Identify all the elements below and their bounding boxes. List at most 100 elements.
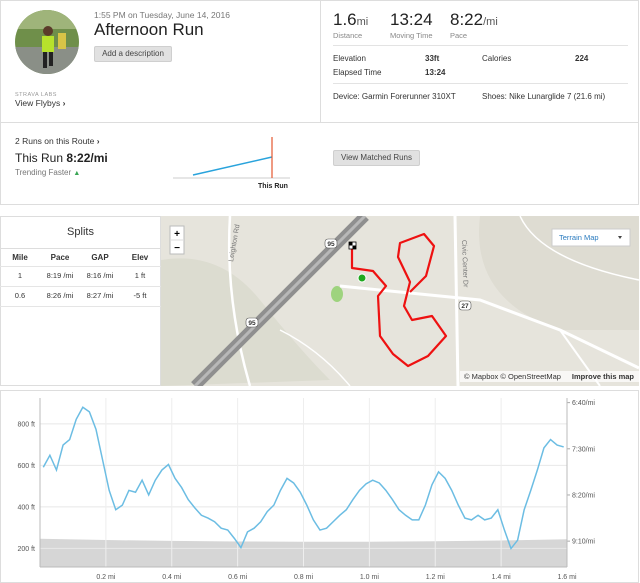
- detail-label: Elapsed Time: [333, 68, 382, 77]
- detail-value: 33ft: [425, 54, 440, 63]
- y2-tick-label: 7:30/mi: [572, 446, 595, 453]
- avatar: [15, 10, 79, 74]
- shield-label: 95: [327, 241, 335, 248]
- route-runs-link[interactable]: 2 Runs on this Route ›: [15, 136, 100, 146]
- separator: [0, 248, 161, 249]
- zoom-out-button[interactable]: −: [174, 243, 180, 254]
- splits-header: GAP: [91, 253, 109, 262]
- separator: [333, 45, 628, 46]
- shield-label: 95: [248, 320, 256, 327]
- map: Leighton Rd Civic Center Dr 95 95 27 + −…: [161, 216, 639, 386]
- y2-tick-label: 9:10/mi: [572, 539, 595, 546]
- park: [331, 286, 343, 302]
- stat: 1.6mi: [333, 10, 368, 30]
- pace-line: [42, 406, 564, 551]
- shield: [324, 238, 338, 249]
- splits-cell: 8:19 /mi: [46, 271, 74, 280]
- separator: [0, 306, 161, 307]
- separator: [333, 83, 628, 84]
- link-text: 2 Runs on this Route: [15, 136, 95, 146]
- trend-arrow: ▲: [73, 170, 81, 177]
- layer-label: Terrain Map: [559, 233, 599, 242]
- stat-unit: mi: [356, 16, 369, 28]
- improve-map-link[interactable]: Improve this map: [572, 372, 635, 381]
- x-tick-label: 1.0 mi: [360, 574, 380, 581]
- shield: [245, 317, 259, 328]
- device: Device: Garmin Forerunner 310XT: [333, 92, 456, 101]
- link-text: View Flybys: [15, 98, 61, 108]
- layer-dropdown[interactable]: [551, 228, 631, 247]
- x-tick-label: 0.6 mi: [228, 574, 248, 581]
- this-run-label: This Run: [15, 151, 64, 165]
- view-matched-runs-button[interactable]: View Matched Runs: [333, 150, 420, 166]
- route-line: [350, 232, 448, 368]
- y2-tick-label: 8:20/mi: [572, 492, 595, 499]
- stat-label: Pace: [450, 31, 468, 40]
- mini-trend-line: [192, 156, 273, 176]
- y-tick-label: 600 ft: [17, 463, 35, 470]
- shoes: Shoes: Nike Lunarglide 7 (21.6 mi): [482, 92, 606, 101]
- this-run: This Run 8:22/mi: [15, 151, 108, 165]
- splits-cell: -5 ft: [133, 291, 147, 300]
- route-panel: [0, 122, 639, 205]
- dropdown-caret: [618, 236, 622, 239]
- this-run-pace: 8:22/mi: [66, 151, 108, 165]
- mini-marker-label: This Run: [258, 183, 288, 190]
- y-tick-label: 200 ft: [17, 546, 35, 553]
- zoom-in-button[interactable]: +: [174, 229, 180, 240]
- attribution: © Mapbox © OpenStreetMap: [464, 372, 561, 381]
- detail-label: Calories: [482, 54, 512, 63]
- terrain: [161, 258, 330, 386]
- splits-panel: [0, 216, 161, 386]
- splits-header: Elev: [131, 253, 149, 262]
- route-mini-chart: This Run: [173, 137, 290, 190]
- stat-label: Moving Time: [390, 31, 433, 40]
- y2-tick-label: 6:40/mi: [572, 400, 595, 407]
- detail-value: 13:24: [425, 68, 446, 77]
- splits-cell: 0.6: [14, 291, 26, 300]
- labs-label: STRAVA LABS: [15, 92, 57, 98]
- stat-unit: /mi: [483, 16, 498, 28]
- finish-marker-check: [349, 242, 356, 249]
- separator: [0, 286, 161, 287]
- splits-title: Splits: [67, 226, 94, 238]
- shield-label: 27: [461, 303, 469, 310]
- chevron: ›: [96, 136, 100, 146]
- shield: [458, 300, 472, 311]
- x-tick-label: 0.8 mi: [294, 574, 314, 581]
- stat: 8:22/mi: [450, 10, 498, 30]
- detail-label: Elevation: [333, 54, 366, 63]
- x-tick-label: 0.4 mi: [162, 574, 182, 581]
- stat-value: 1.6: [333, 10, 357, 29]
- stat-value: 8:22: [450, 10, 484, 29]
- x-tick-label: 1.2 mi: [426, 574, 446, 581]
- x-tick-label: 1.6 mi: [557, 574, 577, 581]
- stat-label: Distance: [333, 31, 363, 40]
- view-flybys-link[interactable]: View Flybys ›: [15, 98, 65, 108]
- stat: 13:24: [390, 10, 433, 30]
- y-tick-label: 400 ft: [17, 504, 35, 511]
- x-tick-label: 0.2 mi: [96, 574, 116, 581]
- start-marker: [357, 273, 367, 283]
- y-tick-label: 800 ft: [17, 421, 35, 428]
- chevron: ›: [62, 98, 66, 108]
- splits-cell: 1 ft: [134, 271, 146, 280]
- splits-header: Pace: [50, 253, 70, 262]
- splits-cell: 8:16 /mi: [86, 271, 114, 280]
- attribution-bg: [460, 371, 639, 382]
- splits-cell: 8:27 /mi: [86, 291, 114, 300]
- splits-header: Mile: [12, 253, 28, 262]
- x-tick-label: 1.4 mi: [492, 574, 512, 581]
- detail-value: 224: [575, 54, 589, 63]
- activity-title: Afternoon Run: [94, 20, 204, 39]
- add-description-button[interactable]: Add a description: [94, 46, 172, 62]
- splits-cell: 1: [17, 271, 23, 280]
- trend-text: Trending Faster: [15, 168, 72, 177]
- roads: [227, 216, 639, 386]
- stat-value: 13:24: [390, 10, 433, 29]
- trend: Trending Faster ▲: [15, 168, 80, 177]
- activity-time: 1:55 PM on Tuesday, June 14, 2016: [94, 10, 230, 20]
- separator: [0, 266, 161, 267]
